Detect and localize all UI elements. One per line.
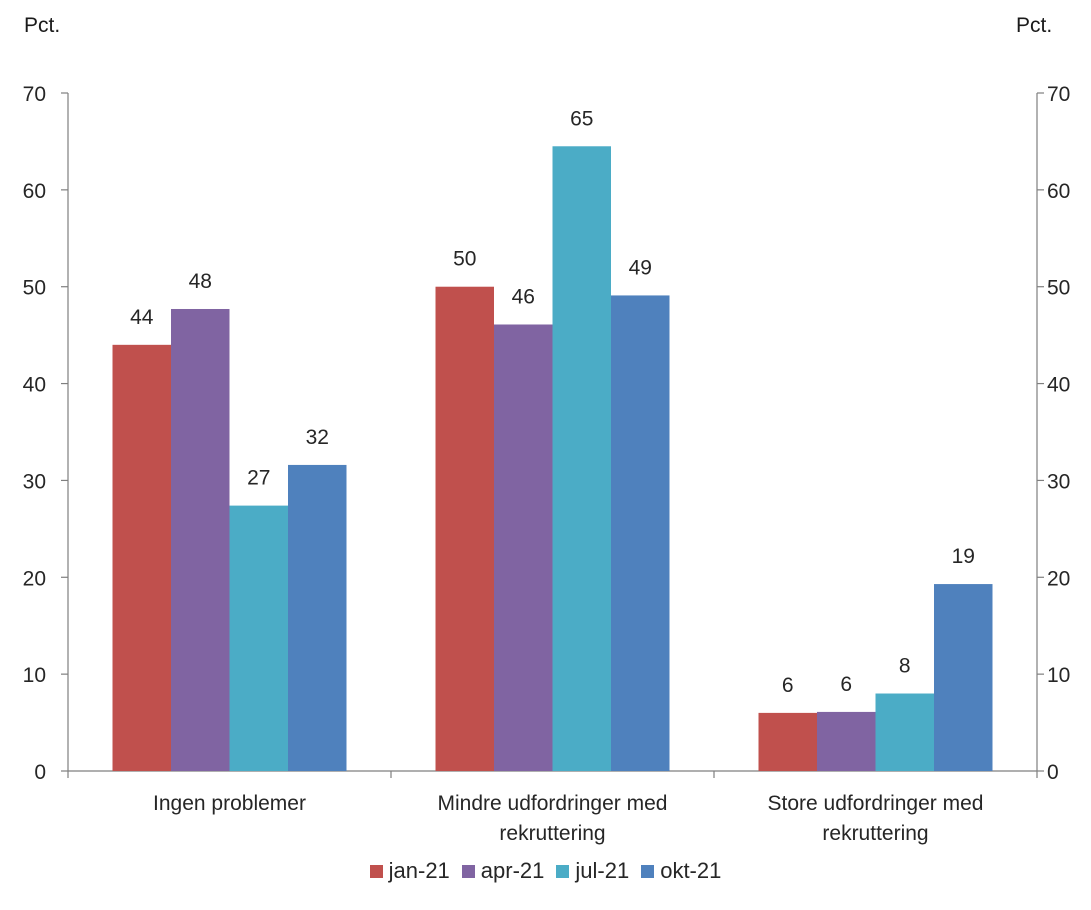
data-label: 19 xyxy=(952,545,975,568)
y-tick-label-right: 60 xyxy=(1047,180,1070,203)
bar-jan-21-0 xyxy=(112,344,171,771)
category-label: Store udfordringer med xyxy=(768,792,984,815)
data-label: 49 xyxy=(629,256,652,279)
y-tick-label-left: 70 xyxy=(23,83,46,106)
y-tick-label-left: 50 xyxy=(23,277,46,300)
legend-label: apr-21 xyxy=(480,858,545,883)
bar-apr-21-0 xyxy=(171,308,230,771)
legend-label: jan-21 xyxy=(388,858,450,883)
y-tick-label-right: 20 xyxy=(1047,567,1070,590)
right-axis-unit: Pct. xyxy=(1016,14,1053,37)
data-label: 6 xyxy=(782,674,794,697)
chart-legend: jan-21 apr-21 jul-21 okt-21 xyxy=(0,858,1091,884)
legend-swatch xyxy=(556,864,570,878)
category-label: rekruttering xyxy=(822,822,928,845)
bar-jan-21-2 xyxy=(758,712,817,771)
bar-chart: 0 0 10 10 20 20 30 30 40 40 50 50 60 60 70 70 44 48 27 32 In… xyxy=(23,83,1071,845)
data-label: 6 xyxy=(840,673,852,696)
bar-apr-21-1 xyxy=(494,324,553,771)
bar-jul-21-0 xyxy=(229,505,288,771)
y-tick-label-right: 30 xyxy=(1047,470,1070,493)
bar-okt-21-0 xyxy=(288,464,347,771)
legend-label: jul-21 xyxy=(575,858,630,883)
legend-swatch xyxy=(641,864,655,878)
left-axis-unit: Pct. xyxy=(24,14,61,37)
data-label: 48 xyxy=(189,270,212,293)
data-label: 65 xyxy=(570,107,593,130)
category-label: Mindre udfordringer med xyxy=(438,792,668,815)
bar-jul-21-2 xyxy=(875,693,934,771)
y-tick-label-right: 40 xyxy=(1047,374,1070,397)
y-tick-label-right: 50 xyxy=(1047,277,1070,300)
data-label: 46 xyxy=(512,285,535,308)
y-tick-label-right: 0 xyxy=(1047,761,1059,784)
legend-item-jan-21: jan-21 xyxy=(369,858,450,884)
y-tick-label-right: 70 xyxy=(1047,83,1070,106)
legend-label: okt-21 xyxy=(660,858,722,883)
y-tick-label-left: 0 xyxy=(34,761,46,784)
bar-okt-21-1 xyxy=(611,295,670,771)
legend-item-okt-21: okt-21 xyxy=(641,858,721,884)
data-label: 50 xyxy=(453,248,476,271)
y-tick-label-right: 10 xyxy=(1047,664,1070,687)
y-tick-label-left: 30 xyxy=(23,470,46,493)
y-tick-label-left: 60 xyxy=(23,180,46,203)
bar-jan-21-1 xyxy=(435,286,494,771)
data-label: 32 xyxy=(306,426,329,449)
category-label: rekruttering xyxy=(499,822,605,845)
bar-jul-21-1 xyxy=(552,146,611,771)
data-label: 44 xyxy=(130,306,154,329)
data-label: 27 xyxy=(247,467,270,490)
bar-apr-21-2 xyxy=(817,711,876,771)
data-label: 8 xyxy=(899,655,911,678)
bar-okt-21-2 xyxy=(934,584,993,771)
y-tick-label-left: 20 xyxy=(23,567,46,590)
y-tick-label-left: 40 xyxy=(23,374,46,397)
y-tick-label-left: 10 xyxy=(23,664,46,687)
legend-swatch xyxy=(461,864,475,878)
legend-item-jul-21: jul-21 xyxy=(556,858,629,884)
legend-swatch xyxy=(369,864,383,878)
legend-item-apr-21: apr-21 xyxy=(461,858,545,884)
category-label: Ingen problemer xyxy=(153,792,306,815)
